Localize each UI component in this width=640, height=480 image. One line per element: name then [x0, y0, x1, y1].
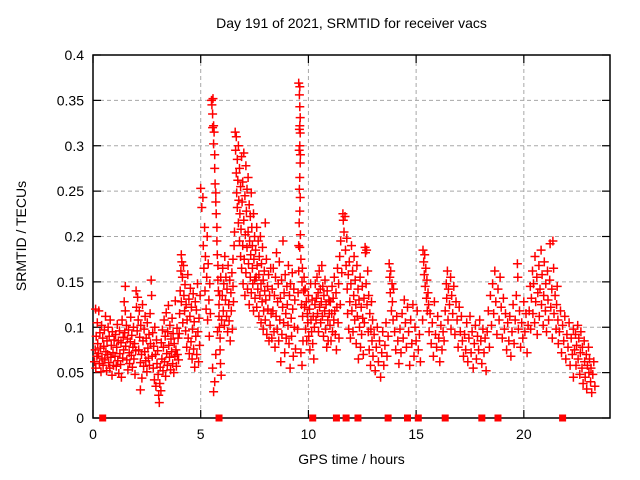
chart-title: Day 191 of 2021, SRMTID for receiver vac…: [216, 15, 487, 31]
series-zero-flags: [99, 414, 567, 422]
x-tick-labels: 0 5 10 15 20: [89, 426, 532, 442]
svg-text:0: 0: [76, 410, 84, 426]
svg-text:0.1: 0.1: [65, 319, 85, 335]
svg-text:0.05: 0.05: [57, 365, 84, 381]
svg-text:0.4: 0.4: [65, 47, 85, 63]
svg-text:0.3: 0.3: [65, 138, 85, 154]
svg-text:0.2: 0.2: [65, 229, 85, 245]
svg-text:20: 20: [516, 426, 532, 442]
series-srmtid: [90, 78, 600, 408]
svg-text:0.25: 0.25: [57, 183, 84, 199]
svg-text:15: 15: [408, 426, 424, 442]
x-axis-label: GPS time / hours: [298, 451, 405, 467]
svg-text:0.15: 0.15: [57, 274, 84, 290]
svg-text:0: 0: [89, 426, 97, 442]
y-tick-labels: 0 0.05 0.1 0.15 0.2 0.25 0.3 0.35 0.4: [57, 47, 84, 426]
svg-text:10: 10: [301, 426, 317, 442]
svg-text:5: 5: [197, 426, 205, 442]
gridlines: [93, 55, 610, 418]
svg-text:0.35: 0.35: [57, 92, 84, 108]
